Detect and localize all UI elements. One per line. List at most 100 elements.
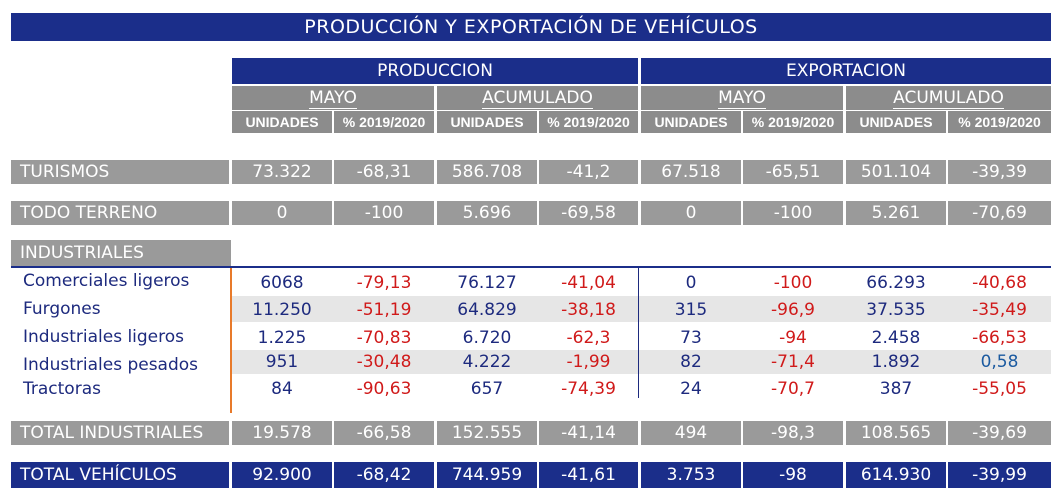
ind-pesados-exp-mayo-unidades: 82 — [680, 352, 702, 372]
turismos-exp-acum-unidades: 501.104 — [846, 160, 946, 184]
turismos-prod-mayo-pct: -68,31 — [334, 160, 434, 184]
total-veh-exp-acum-pct: -39,99 — [948, 462, 1051, 488]
row-label-turismos: TURISMOS — [11, 160, 229, 184]
furgones-prod-mayo-unidades: 11.250 — [252, 300, 312, 320]
ind-ligeros-exp-acum-pct: -66,53 — [972, 328, 1027, 348]
ind-pesados-prod-mayo-unidades: 951 — [265, 352, 299, 372]
comerciales-exp-mayo-pct: -100 — [773, 273, 813, 293]
total-ind-prod-mayo-unidades: 19.578 — [232, 421, 332, 445]
ind-pesados-prod-mayo-pct: -30,48 — [356, 352, 412, 372]
section-header-industriales: INDUSTRIALES — [11, 240, 231, 266]
todo-terreno-prod-acum-unidades: 5.696 — [437, 201, 537, 225]
row-label-furgones: Furgones — [23, 299, 101, 319]
group-header-produccion: PRODUCCION — [232, 58, 638, 84]
ind-pesados-prod-acum-pct: -1,99 — [566, 352, 611, 372]
total-ind-exp-mayo-pct: -98,3 — [743, 421, 843, 445]
turismos-exp-acum-pct: -39,39 — [948, 160, 1051, 184]
tractoras-prod-acum-pct: -74,39 — [561, 379, 616, 399]
tractoras-exp-acum-unidades: 387 — [879, 379, 913, 399]
col-header-unidades: UNIDADES — [641, 111, 741, 133]
furgones-exp-acum-unidades: 37.535 — [866, 300, 926, 320]
ind-ligeros-prod-acum-unidades: 6.720 — [462, 328, 512, 348]
col-header-unidades: UNIDADES — [232, 111, 332, 133]
total-veh-prod-mayo-unidades: 92.900 — [232, 462, 332, 488]
tractoras-exp-mayo-unidades: 24 — [680, 379, 702, 399]
vertical-rule — [638, 268, 639, 398]
section-divider — [11, 266, 1051, 268]
comerciales-exp-acum-unidades: 66.293 — [866, 273, 926, 293]
furgones-prod-mayo-pct: -51,19 — [356, 300, 412, 320]
comerciales-prod-mayo-pct: -79,13 — [356, 273, 412, 293]
tractoras-prod-mayo-unidades: 84 — [271, 379, 293, 399]
total-veh-prod-acum-pct: -41,61 — [539, 462, 638, 488]
turismos-prod-mayo-unidades: 73.322 — [232, 160, 332, 184]
total-ind-prod-acum-unidades: 152.555 — [437, 421, 537, 445]
col-header-unidades: UNIDADES — [846, 111, 946, 133]
period-header-exp-acumulado: ACUMULADO — [846, 86, 1051, 110]
todo-terreno-exp-mayo-pct: -100 — [743, 201, 843, 225]
total-ind-prod-mayo-pct: -66,58 — [334, 421, 434, 445]
furgones-prod-acum-pct: -38,18 — [561, 300, 616, 320]
vertical-rule — [230, 268, 232, 413]
period-header-prod-mayo: MAYO — [232, 86, 434, 110]
table-title: PRODUCCIÓN Y EXPORTACIÓN DE VEHÍCULOS — [11, 13, 1051, 41]
furgones-exp-acum-pct: -35,49 — [972, 300, 1027, 320]
total-veh-prod-acum-unidades: 744.959 — [437, 462, 537, 488]
group-header-exportacion: EXPORTACION — [641, 58, 1051, 84]
period-header-prod-acumulado: ACUMULADO — [437, 86, 638, 110]
comerciales-exp-acum-pct: -40,68 — [972, 273, 1027, 293]
col-header-pct: % 2019/2020 — [948, 111, 1051, 133]
furgones-exp-mayo-unidades: 315 — [674, 300, 708, 320]
total-veh-exp-mayo-unidades: 3.753 — [641, 462, 741, 488]
ind-ligeros-exp-mayo-pct: -94 — [779, 328, 807, 348]
turismos-prod-acum-unidades: 586.708 — [437, 160, 537, 184]
row-stripe — [232, 350, 1051, 374]
row-label-todo-terreno: TODO TERRENO — [11, 201, 229, 225]
total-veh-exp-mayo-pct: -98 — [743, 462, 843, 488]
row-stripe — [232, 296, 1051, 322]
tractoras-prod-acum-unidades: 657 — [470, 379, 504, 399]
col-header-pct: % 2019/2020 — [743, 111, 843, 133]
tractoras-exp-acum-pct: -55,05 — [972, 379, 1027, 399]
col-header-pct: % 2019/2020 — [539, 111, 638, 133]
ind-pesados-prod-acum-unidades: 4.222 — [462, 352, 512, 372]
total-veh-prod-mayo-pct: -68,42 — [334, 462, 434, 488]
col-header-pct: % 2019/2020 — [334, 111, 434, 133]
todo-terreno-exp-mayo-unidades: 0 — [641, 201, 741, 225]
tractoras-exp-mayo-pct: -70,7 — [771, 379, 815, 399]
ind-pesados-exp-acum-unidades: 1.892 — [871, 352, 921, 372]
ind-ligeros-exp-mayo-unidades: 73 — [680, 328, 702, 348]
total-ind-prod-acum-pct: -41,14 — [539, 421, 638, 445]
todo-terreno-prod-acum-pct: -69,58 — [539, 201, 638, 225]
comerciales-prod-acum-pct: -41,04 — [561, 273, 616, 293]
total-ind-exp-acum-unidades: 108.565 — [846, 421, 946, 445]
total-veh-exp-acum-unidades: 614.930 — [846, 462, 946, 488]
total-ind-exp-mayo-unidades: 494 — [641, 421, 741, 445]
furgones-prod-acum-unidades: 64.829 — [457, 300, 517, 320]
tractoras-prod-mayo-pct: -90,63 — [356, 379, 412, 399]
ind-ligeros-prod-mayo-unidades: 1.225 — [257, 328, 307, 348]
row-label-comerciales-ligeros: Comerciales ligeros — [23, 271, 190, 291]
todo-terreno-prod-mayo-unidades: 0 — [232, 201, 332, 225]
turismos-exp-mayo-unidades: 67.518 — [641, 160, 741, 184]
row-label-industriales-ligeros: Industriales ligeros — [23, 327, 185, 347]
row-label-total-vehiculos: TOTAL VEHÍCULOS — [11, 462, 229, 488]
period-header-exp-mayo: MAYO — [641, 86, 843, 110]
ind-pesados-exp-mayo-pct: -71,4 — [771, 352, 815, 372]
row-label-tractoras: Tractoras — [23, 379, 101, 399]
todo-terreno-prod-mayo-pct: -100 — [334, 201, 434, 225]
ind-ligeros-prod-mayo-pct: -70,83 — [356, 328, 412, 348]
ind-ligeros-prod-acum-pct: -62,3 — [566, 328, 611, 348]
comerciales-exp-mayo-unidades: 0 — [685, 273, 697, 293]
row-label-industriales-pesados: Industriales pesados — [23, 355, 199, 375]
ind-ligeros-exp-acum-unidades: 2.458 — [871, 328, 921, 348]
turismos-prod-acum-pct: -41,2 — [539, 160, 638, 184]
total-ind-exp-acum-pct: -39,69 — [948, 421, 1051, 445]
col-header-unidades: UNIDADES — [437, 111, 537, 133]
todo-terreno-exp-acum-unidades: 5.261 — [846, 201, 946, 225]
row-label-total-industriales: TOTAL INDUSTRIALES — [11, 421, 229, 445]
todo-terreno-exp-acum-pct: -70,69 — [948, 201, 1051, 225]
comerciales-prod-acum-unidades: 76.127 — [457, 273, 517, 293]
turismos-exp-mayo-pct: -65,51 — [743, 160, 843, 184]
furgones-exp-mayo-pct: -96,9 — [771, 300, 815, 320]
